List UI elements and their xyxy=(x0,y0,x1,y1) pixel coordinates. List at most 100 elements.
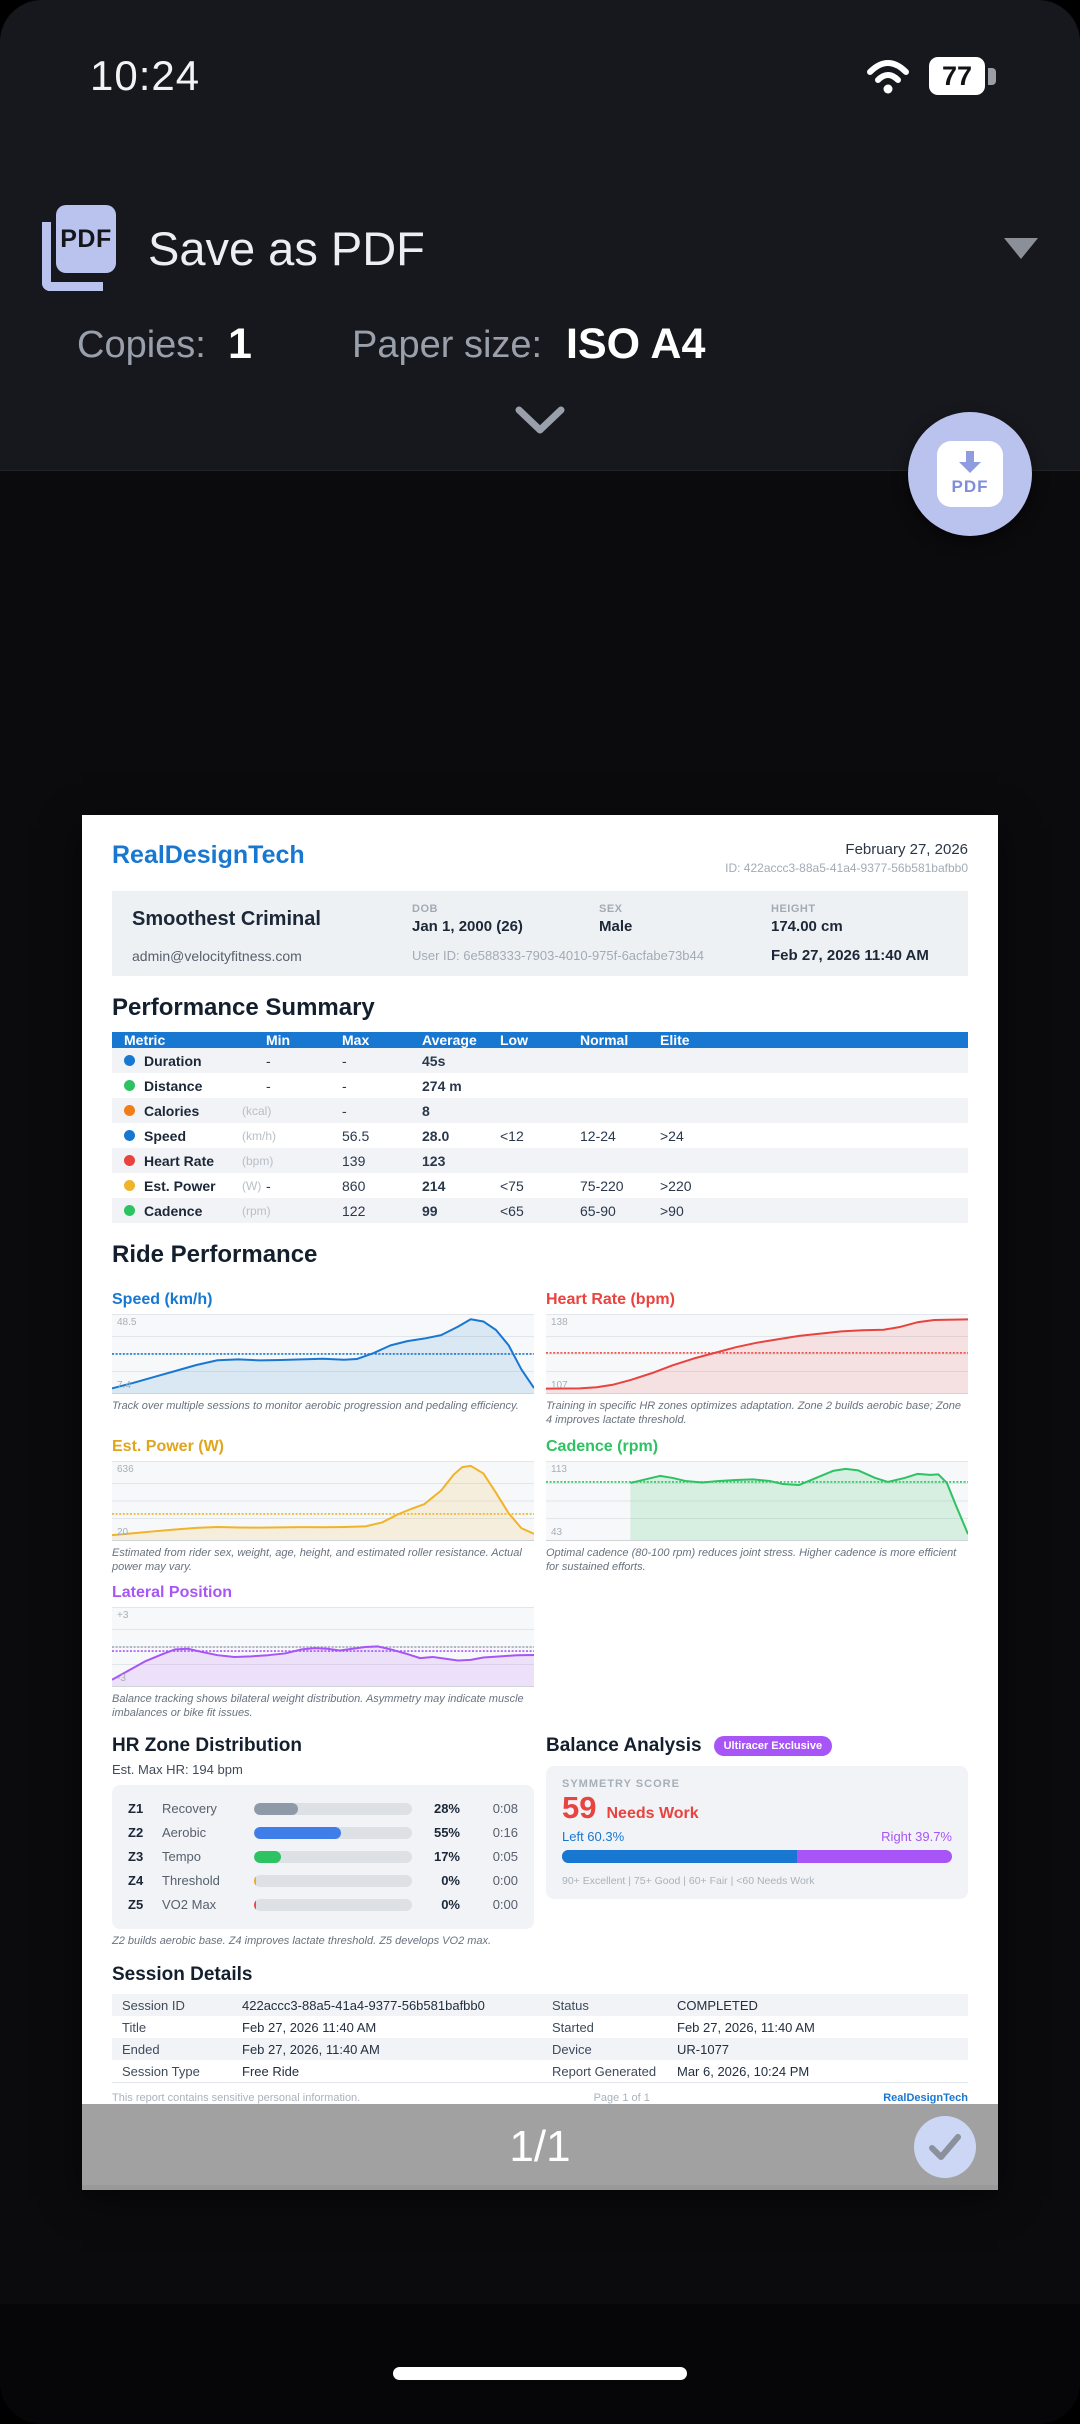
report-id: ID: 422accc3-88a5-41a4-9377-56b581bafbb0 xyxy=(725,861,968,875)
athlete-card: Smoothest Criminal DOB Jan 1, 2000 (26) … xyxy=(112,891,968,976)
balance-scale-note: 90+ Excellent | 75+ Good | 60+ Fair | <6… xyxy=(562,1874,815,1887)
exclusive-badge: Ultiracer Exclusive xyxy=(713,1735,833,1756)
balance-bar-left xyxy=(562,1849,798,1863)
report-header: RealDesignTech February 27, 2026 ID: 422… xyxy=(112,841,968,875)
lateral-chart-block: Lateral Position +3 -3 Balance tracking … xyxy=(112,1574,534,1721)
zone-bar-fill xyxy=(254,1850,281,1863)
summary-table-header: Metric Min Max Average Low Normal Elite xyxy=(112,1032,968,1048)
page-preview: RealDesignTech February 27, 2026 ID: 422… xyxy=(82,815,998,2185)
gesture-nav-area xyxy=(0,2304,1080,2424)
athlete-height: HEIGHT 174.00 cm xyxy=(771,903,843,935)
zone-bar-track xyxy=(254,1850,412,1863)
footer-disclaimer: This report contains sensitive personal … xyxy=(112,2092,361,2105)
cadence-chart: 113 43 xyxy=(546,1460,968,1541)
hr-chart-block: Heart Rate (bpm) 138 107 Training in spe… xyxy=(546,1281,968,1428)
report-brand: RealDesignTech xyxy=(112,841,305,869)
zone-bar-fill xyxy=(254,1826,341,1839)
balance-title: Balance Analysis xyxy=(546,1734,702,1756)
home-indicator[interactable] xyxy=(393,2367,687,2380)
zone-row: Z4 Threshold 0% 0:00 xyxy=(128,1873,518,1889)
balance-analysis: Balance Analysis Ultiracer Exclusive SYM… xyxy=(546,1735,968,1899)
session-row: Session Type Free Ride Report Generated … xyxy=(122,2063,810,2079)
session-datetime: Feb 27, 2026 11:40 AM xyxy=(771,947,929,964)
heart-rate-chart: 138 107 xyxy=(546,1314,968,1394)
expand-options-chevron[interactable] xyxy=(505,400,575,445)
athlete-name: Smoothest Criminal xyxy=(132,907,321,930)
ride-performance-title: Ride Performance xyxy=(112,1241,318,1268)
paper-size-value[interactable]: ISO A4 xyxy=(566,320,706,368)
battery-icon: 77 xyxy=(929,57,996,95)
metric-dot xyxy=(124,1130,135,1141)
max-hr-note: Est. Max HR: 194 bpm xyxy=(112,1761,243,1777)
pdf-download-icon: PDF xyxy=(937,441,1003,507)
table-row: Heart Rate (bpm) 139 123 xyxy=(112,1148,968,1173)
metric-dot xyxy=(124,1105,135,1116)
footer-brand: RealDesignTech xyxy=(883,2092,968,2105)
status-time: 10:24 xyxy=(90,52,201,99)
copies-label: Copies: xyxy=(77,324,206,366)
wifi-icon xyxy=(867,60,909,94)
print-options-row: Copies: 1 Paper size: ISO A4 xyxy=(0,318,1080,378)
metric-dot xyxy=(124,1080,135,1091)
report-date: February 27, 2026 xyxy=(845,841,968,858)
footer-page-number: Page 1 of 1 xyxy=(593,2092,650,2105)
session-row: Title Feb 27, 2026 11:40 AM Started Feb … xyxy=(122,2019,815,2035)
table-row: Distance - - 274 m xyxy=(112,1073,968,1098)
zone-bar-fill xyxy=(254,1874,257,1887)
symmetry-score-value: 59 xyxy=(562,1789,597,1825)
metric-dot xyxy=(124,1180,135,1191)
page-selected-button[interactable] xyxy=(914,2116,976,2178)
speed-chart: 48.5 7.4 xyxy=(112,1314,534,1394)
pdf-printer-icon: PDF xyxy=(42,205,118,291)
metric-dot xyxy=(124,1155,135,1166)
save-pdf-fab[interactable]: PDF xyxy=(908,412,1032,536)
zone-bar-track xyxy=(254,1802,412,1815)
session-row: Session ID 422accc3-88a5-41a4-9377-56b58… xyxy=(112,1994,968,2017)
athlete-user-id: User ID: 6e588333-7903-4010-975f-6acfabe… xyxy=(412,948,704,963)
table-row: Cadence (rpm) 122 99 <65 65-90 >90 xyxy=(112,1198,968,1223)
athlete-email: admin@velocityfitness.com xyxy=(132,947,302,964)
session-details-table: Session ID 422accc3-88a5-41a4-9377-56b58… xyxy=(112,1994,968,2082)
printer-selector[interactable]: PDF Save as PDF xyxy=(42,200,1038,296)
report-footer: This report contains sensitive personal … xyxy=(112,2082,968,2104)
zones-balance-section: HR Zone Distribution Est. Max HR: 194 bp… xyxy=(112,1735,968,1948)
paper-size-label: Paper size: xyxy=(352,324,543,366)
session-row: Ended Feb 27, 2026, 11:40 AM Device UR-1… xyxy=(112,2038,968,2061)
performance-summary-title: Performance Summary xyxy=(112,994,375,1021)
zone-bar-fill xyxy=(254,1898,257,1911)
lateral-position-chart: +3 -3 xyxy=(112,1607,534,1688)
printer-name: Save as PDF xyxy=(148,221,425,275)
athlete-dob: DOB Jan 1, 2000 (26) xyxy=(412,903,523,935)
symmetry-score-label: SYMMETRY SCORE xyxy=(562,1777,680,1790)
status-bar: 10:24 77 xyxy=(0,52,1080,100)
page-indicator-text: 1/1 xyxy=(509,2122,571,2171)
zone-bar-fill xyxy=(254,1802,299,1815)
page-indicator-bar: 1/1 xyxy=(82,2104,998,2190)
print-options-panel: 10:24 77 PDF Save as PDF xyxy=(0,0,1080,471)
chevron-down-icon[interactable] xyxy=(1004,237,1038,259)
battery-tip xyxy=(988,67,996,85)
metric-dot xyxy=(124,1055,135,1066)
speed-chart-block: Speed (km/h) 48.5 7.4 Track over multipl… xyxy=(112,1281,534,1428)
balance-bar xyxy=(562,1849,952,1863)
table-row: Speed (km/h) 56.5 28.0 <12 12-24 >24 xyxy=(112,1123,968,1148)
session-details-section: Session Details Session ID 422accc3-88a5… xyxy=(112,1964,968,2082)
hr-zones-title: HR Zone Distribution xyxy=(112,1734,302,1756)
power-chart-block: Est. Power (W) 636 20 Estimated from rid… xyxy=(112,1428,534,1575)
left-balance-label: Left 60.3% xyxy=(562,1828,625,1844)
table-row: Est. Power (W) - 860 214 <75 75-220 >220 xyxy=(112,1173,968,1198)
balance-card: SYMMETRY SCORE 59 Needs Work Left 60.3% … xyxy=(546,1765,968,1899)
zones-caption: Z2 builds aerobic base. Z4 improves lact… xyxy=(112,1934,492,1947)
zone-row: Z1 Recovery 28% 0:08 xyxy=(128,1801,518,1817)
zone-bar-track xyxy=(254,1874,412,1887)
zone-bar-track xyxy=(254,1898,412,1911)
summary-table-body: Duration - - 45s Distance - - 274 m xyxy=(112,1048,968,1223)
power-chart: 636 20 xyxy=(112,1460,534,1541)
table-row: Duration - - 45s xyxy=(112,1048,968,1073)
athlete-sex: SEX Male xyxy=(599,903,633,935)
zone-row: Z3 Tempo 17% 0:05 xyxy=(128,1849,518,1865)
symmetry-verdict: Needs Work xyxy=(606,1804,699,1822)
table-row: Calories (kcal) - 8 xyxy=(112,1098,968,1123)
copies-value[interactable]: 1 xyxy=(228,320,252,368)
